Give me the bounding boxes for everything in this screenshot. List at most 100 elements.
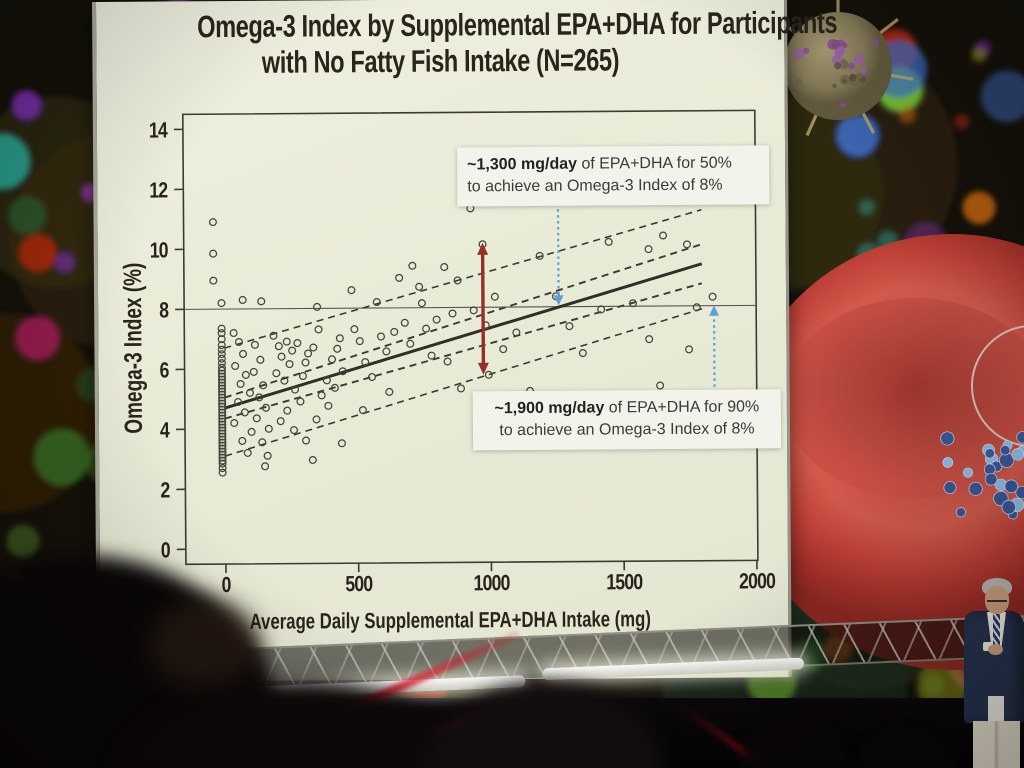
- scatter-chart: 0 500 1000 1500 2000 0 2 4 6 8 10 12 14: [149, 109, 776, 598]
- omega3-molecule-cluster: [940, 431, 1024, 520]
- scatter-point: [217, 324, 226, 333]
- scatter-point: [347, 286, 356, 295]
- scatter-point: [218, 456, 227, 465]
- scatter-point: [490, 292, 499, 301]
- scatter-point: [288, 346, 297, 355]
- scatter-point: [440, 263, 449, 272]
- scatter-point: [218, 390, 227, 399]
- scatter-point: [218, 438, 227, 447]
- scatter-point: [322, 376, 331, 385]
- scatter-point: [247, 427, 256, 436]
- y-tick-label: 12: [149, 179, 168, 203]
- scatter-point: [245, 388, 254, 397]
- scatter-point: [234, 337, 244, 347]
- scatter-point: [400, 318, 409, 327]
- scatter-point: [217, 372, 226, 381]
- slide-title-line1: Omega-3 Index by Supplemental EPA+DHA fo…: [197, 4, 838, 45]
- scatter-point: [218, 432, 227, 441]
- scatter-point: [289, 426, 299, 435]
- scatter-point: [296, 397, 305, 406]
- red-interval-arrow: [480, 251, 486, 366]
- scatter-point: [314, 325, 323, 334]
- scatter-point: [218, 402, 227, 411]
- scatter-point: [218, 435, 227, 444]
- scatter-point: [218, 423, 227, 432]
- scatter-point: [243, 448, 252, 457]
- scatter-point: [415, 282, 424, 291]
- annotation-box-90pct: ~1,900 mg/day of EPA+DHA for 90% to achi…: [472, 389, 782, 451]
- blue-pointer-line: [556, 209, 560, 298]
- scatter-point: [443, 357, 452, 366]
- scatter-point: [229, 328, 238, 338]
- scatter-point: [274, 342, 283, 351]
- scatter-point: [261, 403, 271, 412]
- ribosome-sphere: [763, 0, 914, 137]
- scatter-point: [645, 335, 654, 344]
- scatter-point: [217, 350, 226, 359]
- scatter-point: [291, 385, 300, 394]
- scatter-point: [252, 414, 261, 423]
- scatter-point: [308, 455, 317, 464]
- scatter-point: [263, 451, 272, 460]
- y-tick-label: 0: [161, 539, 171, 563]
- slide-title-line2: with No Fatty Fish Intake (N=265): [261, 41, 620, 80]
- annotation-box-50pct: ~1,300 mg/day of EPA+DHA for 50% to achi…: [457, 145, 770, 207]
- x-tick-label: 1500: [606, 570, 643, 595]
- scatter-point: [312, 415, 321, 424]
- scatter-point: [218, 411, 227, 420]
- scatter-point: [301, 358, 310, 367]
- scatter-point: [499, 345, 508, 354]
- regression-line: [224, 262, 703, 410]
- annotation-line1: ~1,900 mg/day of EPA+DHA for 90%: [494, 398, 760, 418]
- speaker-shirt-lower: [988, 696, 1004, 723]
- scatter-point: [238, 295, 247, 304]
- scatter-point: [217, 366, 226, 375]
- scatter-point: [298, 372, 307, 381]
- x-tick-label: 500: [345, 572, 373, 596]
- scatter-point: [217, 354, 226, 363]
- scatter-point: [484, 370, 493, 379]
- scatter-point: [218, 420, 227, 429]
- x-tick-label: 1000: [474, 571, 511, 596]
- scatter-point: [656, 381, 665, 390]
- scatter-point: [218, 468, 227, 477]
- scatter-point: [382, 347, 391, 356]
- scatter-point: [427, 351, 436, 360]
- red-arrowhead-up: [477, 242, 489, 255]
- scatter-point: [209, 249, 218, 258]
- scatter-point: [512, 328, 521, 337]
- scatter-point: [218, 408, 227, 417]
- scatter-point: [406, 339, 415, 348]
- scatter-point: [338, 367, 347, 376]
- scatter-point: [255, 393, 264, 402]
- red-blood-cell-dimple: [783, 298, 1024, 498]
- y-tick-label: 14: [149, 119, 168, 143]
- scatter-point: [417, 299, 426, 308]
- scatter-point: [277, 352, 286, 361]
- scatter-point: [324, 401, 333, 410]
- scatter-point: [432, 315, 441, 324]
- blue-arrowhead-up: [709, 305, 720, 316]
- scatter-point: [367, 373, 377, 382]
- scatter-point: [218, 459, 227, 468]
- speaker-pants: [973, 721, 1020, 768]
- scatter-point: [283, 406, 292, 415]
- scatter-point: [208, 218, 217, 227]
- scatter-point: [448, 309, 457, 318]
- scatter-point: [304, 349, 313, 358]
- scatter-point: [604, 237, 613, 246]
- scatter-point: [276, 417, 285, 426]
- speaker-cuff: [983, 642, 992, 651]
- x-tick-label: 0: [221, 573, 231, 597]
- scatter-point: [258, 438, 267, 447]
- scatter-point: [358, 406, 367, 415]
- scatter-point: [309, 343, 318, 352]
- scatter-point: [390, 327, 399, 336]
- y-tick-label: 6: [160, 359, 170, 383]
- scatter-point: [217, 375, 227, 384]
- scatter-point: [269, 331, 278, 340]
- scatter-point: [218, 429, 227, 438]
- scatter-point: [217, 369, 226, 378]
- scatter-point: [257, 297, 266, 306]
